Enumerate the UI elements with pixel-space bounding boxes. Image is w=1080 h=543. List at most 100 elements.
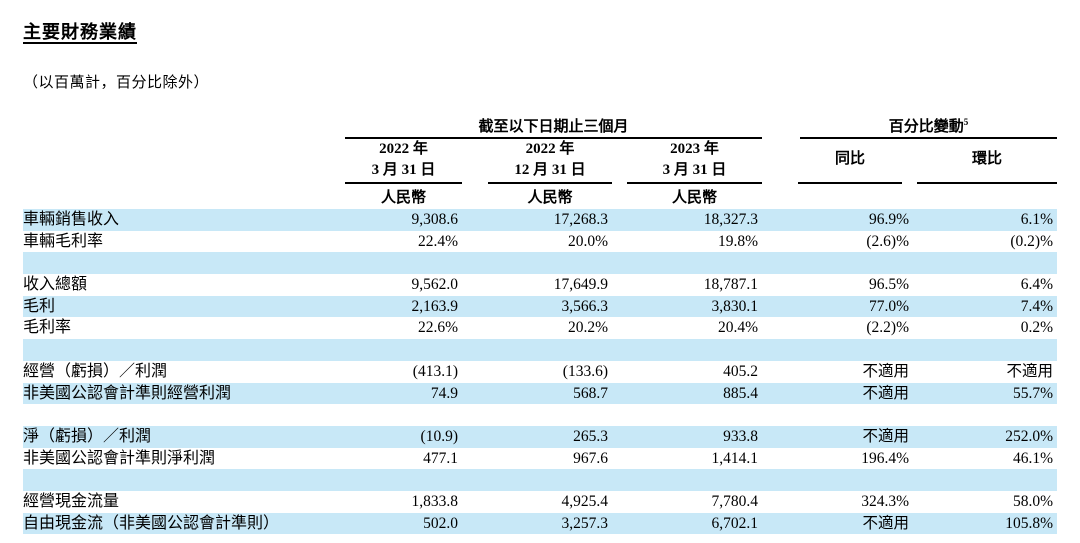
- cell-value: [762, 404, 915, 426]
- cell-value: 96.5%: [868, 276, 909, 294]
- cell-value: 252.0%: [1005, 427, 1053, 445]
- cell-value: [345, 252, 462, 274]
- row-label: 非美國公認會計準則經營利潤: [23, 384, 232, 402]
- cell-value: 46.1%: [1012, 449, 1053, 467]
- currency-label: 人民幣: [671, 190, 717, 206]
- cell-value: 20.0%: [567, 232, 608, 250]
- currency-spacer: [23, 184, 345, 209]
- cell-value: 1,833.8: [411, 492, 459, 510]
- cell-value: [915, 469, 1057, 491]
- cell-value: [612, 404, 762, 426]
- table-row: 經營現金流量 1,833.8 4,925.4 7,780.4 324.3% 58…: [23, 491, 1057, 513]
- cell-value: 17,649.9: [553, 276, 608, 294]
- cell-value: 96.9%: [868, 211, 909, 228]
- col-header-yoy: 同比: [762, 137, 915, 184]
- table-row: 毛利率 22.6% 20.2% 20.4% (2.2)% 0.2%: [23, 317, 1057, 339]
- table-row: 淨（虧損）／利潤 (10.9) 265.3 933.8 不適用 252.0%: [23, 425, 1057, 448]
- cell-value: 502.0: [423, 514, 458, 532]
- cell-value: [762, 339, 915, 361]
- cell-value: 196.4%: [861, 449, 909, 467]
- row-label: [23, 339, 345, 361]
- cell-value: (10.9): [420, 427, 458, 445]
- cell-value: 不適用: [862, 384, 909, 402]
- table-row: [23, 339, 1057, 361]
- group-header-percentage-change: 百分比變動5: [762, 115, 1057, 139]
- table-row: 毛利 2,163.9 3,566.3 3,830.1 77.0% 7.4%: [23, 295, 1057, 318]
- cell-value: [762, 252, 915, 274]
- cell-value: [612, 339, 762, 361]
- cell-value: 265.3: [573, 427, 608, 445]
- row-label: 自由現金流（非美國公認會計準則）: [23, 514, 280, 532]
- cell-value: [915, 252, 1057, 274]
- table-row: 經營（虧損）／利潤 (413.1) (133.6) 405.2 不適用 不適用: [23, 361, 1057, 383]
- cell-value: 58.0%: [1012, 492, 1053, 510]
- cell-value: 933.8: [723, 427, 758, 445]
- cell-value: [915, 404, 1057, 426]
- currency-empty: [915, 184, 1057, 209]
- table-row: 自由現金流（非美國公認會計準則） 502.0 3,257.3 6,702.1 不…: [23, 512, 1057, 535]
- page-subtitle: （以百萬計，百分比除外）: [23, 75, 210, 91]
- table-row: [23, 252, 1057, 275]
- group-header-period: 截至以下日期止三個月: [345, 115, 762, 139]
- cell-value: (133.6): [562, 362, 608, 380]
- cell-value: 9,308.6: [411, 211, 459, 228]
- cell-value: [762, 469, 915, 491]
- cell-value: [612, 252, 762, 274]
- table-body: 車輛銷售收入 9,308.6 17,268.3 18,327.3 96.9% 6…: [23, 209, 1057, 535]
- row-label: [23, 469, 345, 491]
- table-row: 收入總額 9,562.0 17,649.9 18,787.1 96.5% 6.4…: [23, 274, 1057, 296]
- cell-value: (0.2)%: [1010, 232, 1053, 250]
- row-label: 收入總額: [23, 276, 88, 294]
- row-label: 非美國公認會計準則淨利潤: [23, 449, 216, 467]
- col-header-2022-03-31: 2022 年 3 月 31 日: [345, 137, 462, 184]
- row-label: 車輛銷售收入: [23, 211, 120, 228]
- financial-results-table: 截至以下日期止三個月 百分比變動5 2022 年 3 月 31 日 2022 年…: [23, 115, 1057, 535]
- cell-value: 105.8%: [1005, 514, 1053, 532]
- cell-value: 18,327.3: [703, 211, 758, 228]
- cell-value: [915, 339, 1057, 361]
- cell-value: 不適用: [1006, 362, 1053, 380]
- table-row: 非美國公認會計準則經營利潤 74.9 568.7 885.4 不適用 55.7%: [23, 382, 1057, 405]
- cell-value: 20.2%: [567, 319, 608, 337]
- cell-value: 2,163.9: [411, 297, 459, 315]
- cell-value: 3,257.3: [561, 514, 609, 532]
- cell-value: 477.1: [423, 449, 458, 467]
- table-row: 車輛銷售收入 9,308.6 17,268.3 18,327.3 96.9% 6…: [23, 209, 1057, 231]
- cell-value: 1,414.1: [711, 449, 759, 467]
- cell-value: [345, 469, 462, 491]
- cell-value: [345, 404, 462, 426]
- cell-value: 568.7: [573, 384, 608, 402]
- col-header-2022-12-31: 2022 年 12 月 31 日: [462, 137, 612, 184]
- cell-value: [462, 252, 612, 274]
- cell-value: 6.1%: [1020, 211, 1053, 228]
- cell-value: 885.4: [723, 384, 758, 402]
- cell-value: 55.7%: [1012, 384, 1053, 402]
- row-label: 毛利: [23, 297, 56, 315]
- cell-value: 4,925.4: [561, 492, 609, 510]
- table-row: 車輛毛利率 22.4% 20.0% 19.8% (2.6)% (0.2)%: [23, 231, 1057, 253]
- cell-value: 22.4%: [417, 232, 458, 250]
- row-label: 經營（虧損）／利潤: [23, 362, 168, 380]
- cell-value: 9,562.0: [411, 276, 459, 294]
- row-label: [23, 404, 345, 426]
- cell-value: (413.1): [412, 362, 458, 380]
- cell-value: 不適用: [862, 427, 909, 445]
- cell-value: 3,830.1: [711, 297, 759, 315]
- table-row: [23, 404, 1057, 426]
- cell-value: 405.2: [723, 362, 758, 380]
- cell-value: 19.8%: [717, 232, 758, 250]
- cell-value: 3,566.3: [561, 297, 609, 315]
- col-header-2023-03-31: 2023 年 3 月 31 日: [612, 137, 762, 184]
- cell-value: [612, 469, 762, 491]
- cell-value: [462, 404, 612, 426]
- footnote-marker: 5: [963, 117, 969, 127]
- col-header-qoq: 環比: [915, 137, 1057, 184]
- table-column-header-row: 2022 年 3 月 31 日 2022 年 12 月 31 日 2023 年 …: [23, 137, 1057, 184]
- cell-value: 不適用: [862, 514, 909, 532]
- cell-value: 967.6: [573, 449, 608, 467]
- cell-value: 324.3%: [861, 492, 909, 510]
- cell-value: [462, 469, 612, 491]
- cell-value: 22.6%: [417, 319, 458, 337]
- cell-value: 6,702.1: [711, 514, 759, 532]
